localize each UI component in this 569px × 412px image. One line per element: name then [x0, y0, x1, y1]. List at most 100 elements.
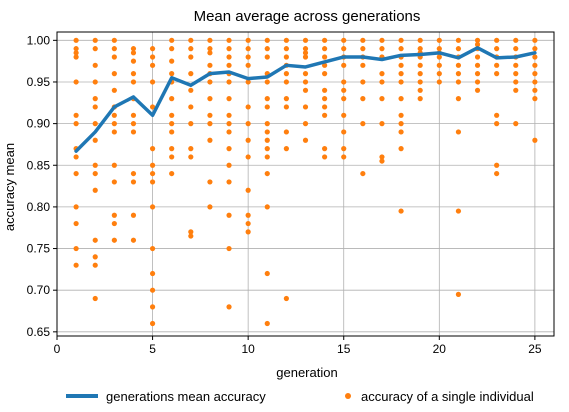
individual-point: [264, 320, 270, 327]
x-axis: 0 5 10 15 20 25: [54, 336, 542, 356]
individual-point: [398, 46, 404, 52]
individual-point: [494, 46, 500, 52]
individual-point: [302, 79, 309, 85]
individual-point: [207, 204, 213, 210]
individual-point: [341, 146, 347, 152]
individual-point: [513, 62, 519, 68]
individual-point: [398, 208, 404, 214]
individual-point: [188, 54, 194, 60]
individual-point: [226, 162, 232, 168]
individual-point: [494, 71, 500, 77]
individual-point: [455, 208, 462, 214]
individual-point: [379, 158, 385, 164]
individual-point: [302, 37, 309, 43]
individual-point: [245, 62, 251, 68]
individual-point: [207, 50, 213, 56]
individual-point: [341, 154, 347, 160]
individual-point: [111, 87, 117, 93]
individual-point: [360, 62, 366, 68]
individual-point: [302, 137, 309, 143]
individual-point: [92, 137, 98, 143]
individual-point: [149, 170, 156, 177]
individual-point: [341, 112, 347, 118]
individual-point: [130, 58, 137, 64]
individual-point: [398, 129, 404, 135]
individual-point: [341, 79, 347, 85]
individual-point: [149, 270, 156, 277]
individual-point: [379, 154, 385, 160]
individual-point: [398, 62, 404, 68]
individual-point: [474, 54, 481, 60]
individual-point: [73, 46, 79, 52]
individual-point: [322, 104, 328, 110]
individual-point: [111, 71, 117, 77]
individual-point: [322, 154, 328, 160]
individual-point: [322, 87, 328, 93]
individual-point: [92, 79, 98, 85]
individual-point: [532, 87, 538, 93]
individual-point: [264, 37, 270, 43]
individual-point: [513, 121, 519, 127]
individual-point: [169, 170, 175, 177]
individual-point: [398, 146, 404, 152]
individual-point: [226, 245, 232, 252]
individual-point: [207, 79, 213, 85]
individual-point: [207, 112, 213, 118]
individual-point: [455, 129, 462, 135]
individual-point: [73, 112, 79, 118]
individual-point: [455, 37, 462, 43]
individual-point: [226, 212, 232, 218]
individual-point: [341, 37, 347, 43]
individual-point: [322, 96, 328, 102]
individual-point: [188, 104, 194, 110]
individual-point: [92, 170, 98, 177]
individual-point: [149, 54, 156, 60]
individual-point: [532, 46, 538, 52]
individual-point: [436, 46, 442, 52]
individual-point: [207, 96, 213, 102]
y-tick-label: 0.95: [27, 75, 51, 89]
individual-point: [226, 96, 232, 102]
individual-point: [188, 154, 194, 160]
individual-point: [149, 62, 156, 68]
individual-point: [169, 112, 175, 118]
individual-point: [188, 46, 194, 52]
individual-point: [73, 204, 79, 210]
individual-point: [455, 79, 462, 85]
individual-point: [417, 71, 423, 77]
individual-point: [149, 245, 156, 252]
individual-point: [73, 121, 79, 127]
individual-point: [245, 46, 251, 52]
individual-point: [226, 121, 232, 127]
plot-frame: [56, 31, 555, 337]
x-tick-label: 5: [149, 342, 156, 356]
individual-point: [283, 96, 289, 102]
individual-point: [360, 37, 366, 43]
individual-point: [169, 58, 175, 64]
individual-point: [264, 121, 270, 127]
individual-point: [455, 96, 462, 102]
individual-point: [188, 146, 194, 152]
individual-point: [207, 37, 213, 43]
individual-point: [245, 54, 251, 60]
individual-point: [188, 87, 194, 93]
individual-point: [226, 46, 232, 52]
individual-point: [149, 46, 156, 52]
individual-point: [532, 96, 538, 102]
individual-point: [130, 170, 137, 177]
individual-point: [532, 37, 538, 43]
x-axis-title: generation: [276, 365, 337, 380]
legend-label-individual: accuracy of a single individual: [361, 389, 534, 404]
individual-point: [264, 270, 270, 277]
individual-point: [111, 121, 117, 127]
individual-point: [149, 304, 156, 310]
individual-point: [92, 37, 98, 43]
individual-point: [245, 104, 251, 110]
individual-point: [264, 146, 270, 152]
individual-point: [188, 233, 194, 239]
individual-point: [474, 37, 481, 43]
individual-point: [494, 112, 500, 118]
individual-point: [398, 79, 404, 85]
y-tick-label: 1.00: [27, 33, 51, 47]
